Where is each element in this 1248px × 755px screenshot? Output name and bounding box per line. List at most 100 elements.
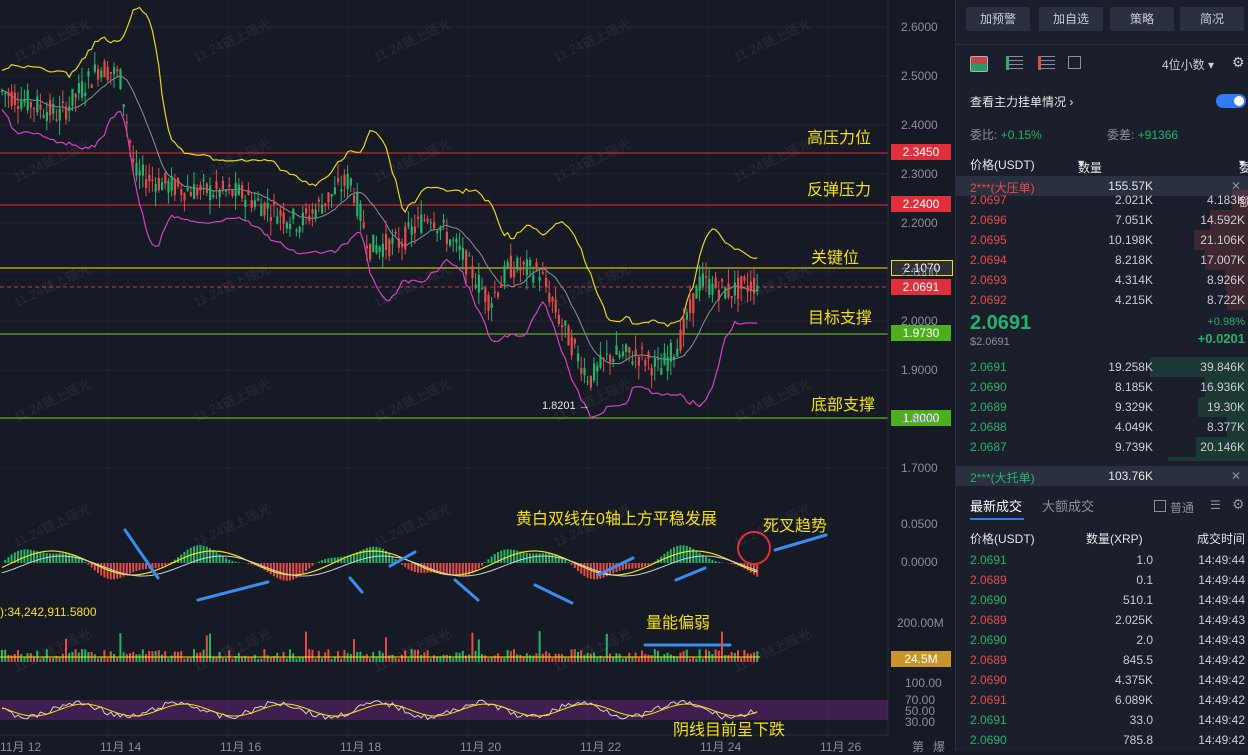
candle-body [302, 213, 304, 225]
book-expand-icon[interactable] [1068, 56, 1081, 69]
tab-large-trades[interactable]: 大额成交 [1042, 496, 1094, 515]
candle-body [27, 90, 29, 110]
candle-body [612, 359, 614, 362]
trade-price: 2.0691 [970, 693, 1007, 707]
candle-body [526, 259, 528, 275]
volume-bar [487, 658, 489, 662]
candle-body [238, 185, 240, 195]
decimals-select[interactable]: 4位小数 ▾ [1162, 56, 1214, 73]
macd-bar [20, 550, 22, 563]
overview-button[interactable]: 简况 [1180, 7, 1244, 31]
volume-bar [139, 654, 141, 662]
candle-body [55, 120, 57, 121]
macd-bar [686, 546, 688, 563]
candle-body [161, 182, 163, 190]
bid-qty: 19.258K [1108, 360, 1153, 374]
candle-body [94, 64, 96, 71]
bid-row[interactable]: 2.068615.165K31.380K [956, 457, 1248, 461]
settings-icon[interactable]: ⚙ [1232, 496, 1245, 513]
candle-body [580, 368, 582, 374]
volume-bar [299, 658, 301, 662]
candle-body [241, 185, 243, 198]
candle-body [539, 277, 541, 281]
price-tick-label: 2.1000 [901, 265, 938, 279]
candle-body [430, 222, 432, 223]
change-abs: +0.0201 [1198, 331, 1245, 346]
alert-button[interactable]: 加预警 [966, 7, 1030, 31]
macd-bar [545, 553, 547, 563]
big-bid-row[interactable]: 2***(大托单) 103.76K ✕ [956, 466, 1248, 486]
volume-bar [433, 655, 435, 662]
bid-qty: 4.049K [1115, 420, 1153, 434]
macd-bar [481, 563, 483, 565]
candle-body [628, 347, 630, 353]
book-bids-icon[interactable] [1006, 56, 1023, 70]
book-both-icon[interactable] [970, 56, 988, 72]
candle-body [420, 215, 422, 233]
book-header: 价格(USDT) 数量 (XRP) ▾ 委托额 ▾ [956, 153, 1248, 173]
tab-latest-trades[interactable]: 最新成交 [970, 496, 1022, 515]
volume-bar [295, 658, 297, 662]
main-orders-toggle[interactable] [1216, 94, 1246, 108]
header-qty[interactable]: 数量 (XRP) ▾ [1078, 156, 1084, 170]
macd-bar [331, 558, 333, 563]
candle-body [142, 165, 144, 176]
ask-total: 8.722K [1207, 293, 1245, 307]
candle-body [609, 355, 611, 362]
candle-body [81, 81, 83, 97]
candle-body [219, 190, 221, 198]
candle-body [289, 224, 291, 229]
add-favorite-button[interactable]: 加自选 [1039, 7, 1103, 31]
volume-bar [484, 655, 486, 662]
annot-rsi-note: 阴线目前呈下跌 [673, 716, 785, 740]
main-orders-link[interactable]: 查看主力挂单情况 › [970, 93, 1073, 110]
macd-bar [17, 551, 19, 563]
macd-bar [628, 563, 630, 569]
candle-body [615, 345, 617, 355]
price-tick-label: 2.3000 [901, 167, 938, 181]
normal-checkbox[interactable] [1154, 500, 1166, 512]
macd-bar [142, 563, 144, 569]
price-tick-label: 1.7000 [901, 461, 938, 475]
volume-bar [481, 654, 483, 662]
volume-bar [519, 655, 521, 662]
book-asks-icon[interactable] [1038, 56, 1055, 70]
chart-area[interactable]: 2.3450 2.2400 2.1070 2.0691 1.9730 1.800… [0, 0, 955, 751]
header-total[interactable]: 委托额 ▾ [1239, 156, 1245, 170]
strategy-button[interactable]: 策略 [1110, 7, 1174, 31]
candle-body [244, 200, 246, 207]
candle-body [462, 248, 464, 260]
macd-bar [484, 562, 486, 563]
settings-icon[interactable]: ⚙ [1232, 54, 1245, 71]
candle-body [43, 115, 45, 117]
close-icon[interactable]: ✕ [1231, 469, 1241, 483]
macd-bar [100, 563, 102, 576]
macd-bar [247, 563, 249, 564]
main-orders-label: 查看主力挂单情况 [970, 95, 1066, 109]
filter-icon[interactable]: ☰ [1210, 498, 1221, 512]
macd-bar [532, 554, 534, 563]
volume-bar [471, 633, 473, 662]
